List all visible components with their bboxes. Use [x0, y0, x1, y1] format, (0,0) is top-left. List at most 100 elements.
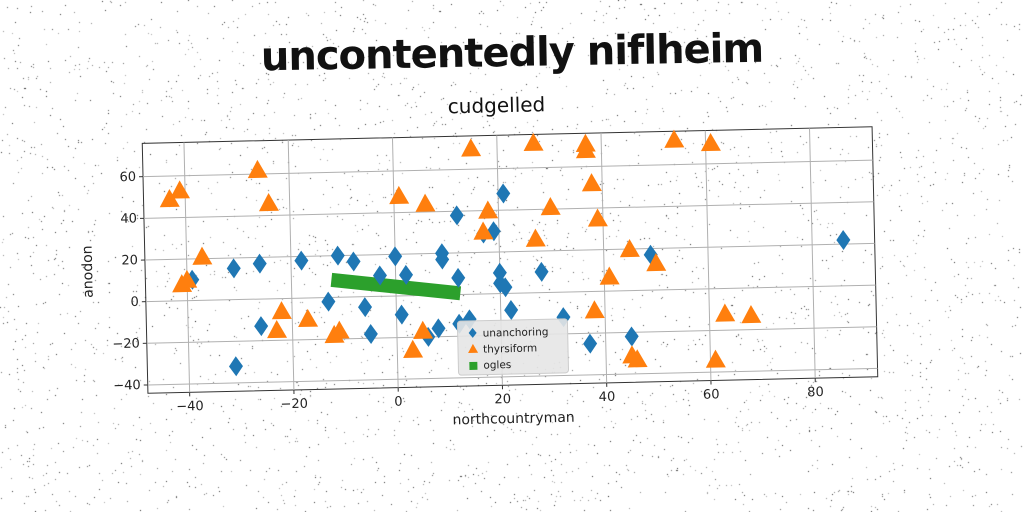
chart-subtitle: cudgelled	[447, 92, 545, 118]
thyrsiform-point	[258, 193, 279, 212]
x-grid-line	[600, 132, 608, 383]
legend-diamond-icon	[468, 327, 477, 338]
legend-label-thyrsiform: thyrsiform	[483, 342, 537, 355]
unanchoring-point	[388, 246, 403, 267]
y-tick-label: −20	[112, 336, 140, 352]
legend-box	[456, 318, 570, 376]
y-tick-label: 60	[119, 170, 136, 185]
unanchoring-point	[449, 205, 464, 226]
thyrsiform-point	[584, 300, 605, 319]
thyrsiform-point	[700, 132, 721, 152]
ogles-series	[330, 272, 462, 301]
unanchoring-point	[498, 277, 513, 298]
thyrsiform-point	[415, 193, 436, 212]
legend-label-ogles: ogles	[483, 359, 511, 372]
legend-entry-ogles: ogles	[469, 359, 511, 372]
unanchoring-point	[496, 183, 511, 204]
y-grid-line	[145, 284, 876, 303]
y-tick-label: −40	[113, 378, 141, 394]
unanchoring-point	[534, 261, 549, 282]
thyrsiform-point	[575, 139, 596, 159]
thyrsiform-point	[581, 173, 602, 192]
thyrsiform-point	[324, 324, 345, 344]
x-grid-line	[287, 140, 295, 390]
legend-triangle-icon	[468, 343, 479, 354]
unanchoring-point	[504, 300, 519, 321]
unanchoring-point	[254, 316, 269, 337]
thyrsiform-point	[267, 319, 288, 339]
thyrsiform-point	[525, 228, 546, 247]
unanchoring-point	[226, 258, 241, 279]
y-tick-label: 0	[130, 295, 139, 310]
ogles-band	[330, 272, 462, 301]
thyrsiform-point	[540, 197, 561, 216]
thyrsiform-point	[159, 189, 180, 208]
unanchoring-point	[363, 324, 378, 345]
y-grid-line	[143, 201, 874, 219]
x-grid-line	[704, 130, 712, 381]
legend-entry-unanchoring: unanchoring	[468, 326, 549, 340]
thyrsiform-point	[599, 266, 620, 285]
thyrsiform-point	[403, 339, 424, 358]
unanchoring-point	[294, 250, 309, 271]
thyrsiform-point	[170, 180, 191, 199]
thyrsiform-point	[523, 132, 544, 152]
thyrsiform-point	[413, 320, 434, 340]
unanchoring-point	[252, 253, 267, 274]
plot-frame	[141, 126, 879, 394]
unanchoring-point	[435, 249, 450, 270]
y-axis-label: anodon	[80, 245, 97, 298]
x-tick-label: 0	[394, 395, 403, 410]
unanchoring-point	[583, 333, 598, 354]
unanchoring-point	[346, 251, 361, 272]
x-tick-label: 40	[599, 390, 616, 405]
y-grid-line	[147, 367, 878, 386]
x-tick-label: 20	[494, 392, 511, 407]
unanchoring-point	[836, 229, 851, 250]
x-axis-label: northcountryman	[452, 410, 575, 429]
unanchoring-point	[431, 318, 446, 339]
unanchoring-point	[492, 262, 507, 283]
y-grid-line	[144, 242, 875, 261]
y-tick-label: 20	[121, 253, 138, 268]
thyrsiform-point	[646, 252, 667, 272]
thyrsiform-point	[389, 185, 410, 205]
x-tick-label: 80	[807, 385, 824, 400]
unanchoring-point	[358, 297, 373, 318]
unanchoring-point	[451, 267, 466, 288]
y-tick-label: 40	[120, 211, 137, 226]
thyrsiform-point	[298, 308, 319, 328]
unanchoring-point	[624, 326, 639, 347]
x-grid-line	[809, 128, 816, 379]
thyrsiform-point	[587, 208, 608, 227]
y-axis-ticks: −40 −20 0 20 40 60	[112, 170, 148, 394]
legend-label-unanchoring: unanchoring	[483, 326, 549, 339]
x-tick-label: −20	[280, 397, 308, 413]
unanchoring-point	[486, 221, 501, 242]
legend-entry-thyrsiform: thyrsiform	[468, 342, 537, 356]
thyrsiform-point	[478, 200, 499, 219]
x-grid-line	[183, 142, 191, 393]
thyrsiform-point	[627, 349, 648, 368]
unanchoring-point	[399, 264, 414, 285]
thyrsiform-point	[177, 269, 198, 289]
thyrsiform-point	[247, 159, 268, 179]
unanchoring-point	[228, 356, 243, 377]
unanchoring-point	[321, 291, 336, 312]
legend-square-icon	[469, 361, 478, 370]
thyrsiform-point	[705, 349, 726, 368]
unanchoring-point	[394, 304, 409, 325]
thyrsiform-point	[715, 303, 736, 322]
x-tick-label: 60	[703, 387, 720, 402]
thyrsiform-point	[192, 246, 213, 265]
thyrsiform-point	[619, 238, 640, 258]
x-tick-label: −40	[176, 399, 204, 415]
thyrsiform-point	[664, 129, 685, 148]
legend: unanchoring thyrsiform ogles	[456, 318, 570, 376]
thyrsiform-point	[741, 305, 762, 324]
unanchoring-point	[372, 265, 387, 286]
data-points	[159, 129, 851, 377]
unanchoring-point	[330, 245, 345, 266]
